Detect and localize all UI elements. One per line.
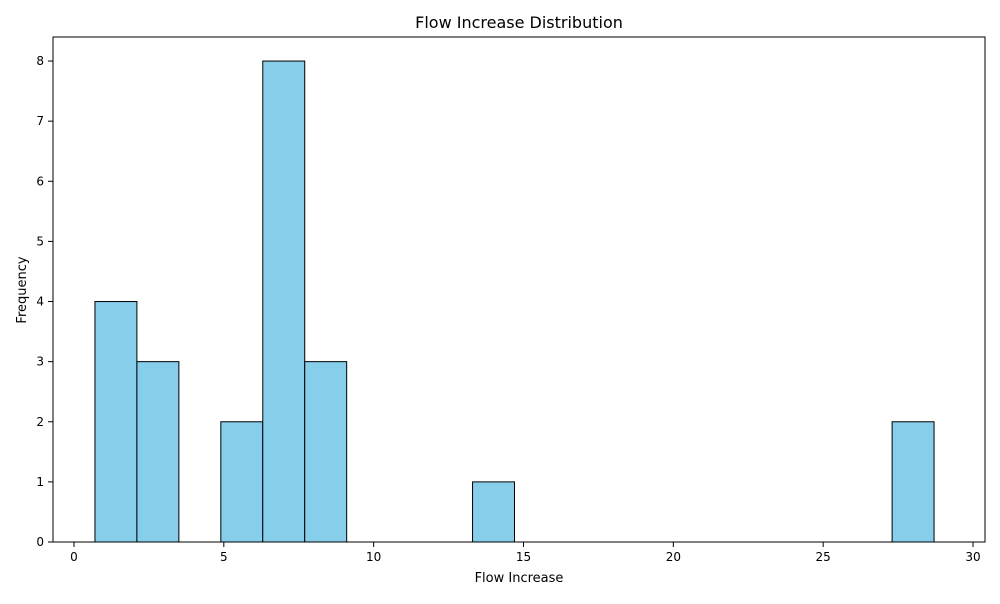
y-tick-label: 8 xyxy=(36,54,44,68)
histogram-bar xyxy=(136,361,180,543)
plot-frame xyxy=(52,36,986,543)
y-axis-ticks: 0 1 2 3 4 5 6 7 8 xyxy=(36,54,53,549)
y-tick-label: 5 xyxy=(36,234,44,248)
y-tick-label: 7 xyxy=(36,114,44,128)
y-tick-label: 6 xyxy=(36,174,44,188)
y-axis-label: Frequency xyxy=(15,256,30,323)
y-tick-label: 0 xyxy=(36,535,44,549)
chart-title: Flow Increase Distribution xyxy=(415,13,623,32)
y-tick-label: 2 xyxy=(36,415,44,429)
histogram-bar xyxy=(472,481,516,543)
histogram-bar xyxy=(262,60,306,543)
x-axis-label: Flow Increase xyxy=(475,571,564,586)
histogram-bar xyxy=(304,361,348,543)
histogram-bar xyxy=(220,421,264,543)
x-tick-label: 15 xyxy=(516,550,531,564)
x-tick-label: 0 xyxy=(70,550,78,564)
x-tick-label: 30 xyxy=(965,550,980,564)
y-tick-label: 1 xyxy=(36,475,44,489)
histogram-bar xyxy=(94,301,138,543)
x-tick-label: 25 xyxy=(816,550,831,564)
histogram-bar xyxy=(891,421,935,543)
y-tick-label: 4 xyxy=(36,295,44,309)
x-tick-label: 20 xyxy=(666,550,681,564)
x-tick-label: 10 xyxy=(366,550,381,564)
x-axis-ticks: 0 5 10 15 20 25 30 xyxy=(70,542,981,564)
y-tick-label: 3 xyxy=(36,355,44,369)
x-tick-label: 5 xyxy=(220,550,228,564)
bars-group xyxy=(94,60,935,543)
